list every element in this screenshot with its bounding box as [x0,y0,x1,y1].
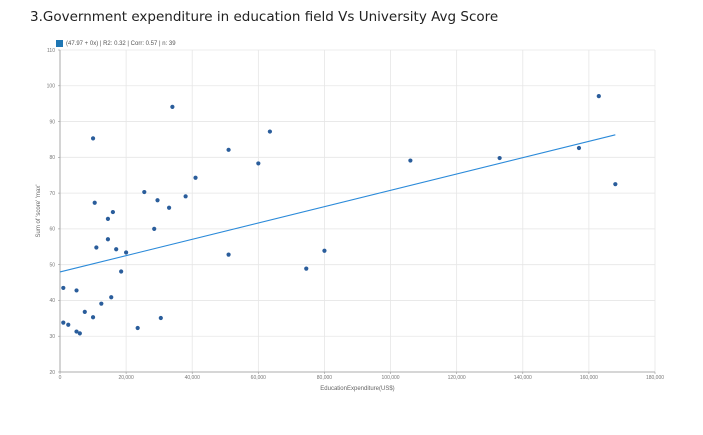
data-point[interactable] [61,285,66,291]
chart-title: 3.Government expenditure in education fi… [30,9,499,25]
data-point[interactable] [66,322,71,327]
y-tick-label: 110 [47,48,55,54]
data-point[interactable] [576,145,582,151]
data-point[interactable] [256,161,261,166]
data-point[interactable] [193,175,198,180]
data-point[interactable] [77,331,82,336]
data-point[interactable] [92,200,97,205]
data-point[interactable] [74,329,79,334]
x-tick-label: 180,000 [646,375,664,381]
x-tick-label: 140,000 [514,375,532,381]
y-axis-label: Sum of 'score' 'max' [36,185,42,238]
x-tick-label: 0 [59,375,62,381]
data-point[interactable] [170,104,175,109]
data-point[interactable] [114,247,119,252]
data-point[interactable] [142,189,147,195]
data-point[interactable] [61,320,66,325]
x-tick-label: 100,000 [382,375,400,381]
y-tick-label: 20 [49,370,55,376]
trend-line-group [59,134,616,273]
data-point[interactable] [166,205,172,210]
data-point[interactable] [613,182,618,187]
y-tick-label: 40 [49,298,55,304]
data-point[interactable] [135,325,140,331]
data-point[interactable] [90,136,96,141]
data-point[interactable] [322,248,327,253]
data-point[interactable] [105,216,111,221]
x-tick-labels: 0 20,000 40,000 60,000 80,000 100,000 120,000 1… [59,375,665,381]
data-point[interactable] [119,269,124,274]
x-tick-label: 60,000 [251,375,267,381]
data-point[interactable] [497,155,502,161]
data-point[interactable] [226,147,231,152]
x-tick-label: 160,000 [580,375,598,381]
trend-line [59,134,616,273]
data-point[interactable] [155,198,160,203]
data-point[interactable] [109,295,114,300]
y-tick-label: 60 [49,227,55,233]
data-point[interactable] [94,245,99,250]
data-points [61,94,618,336]
data-point[interactable] [82,309,87,314]
x-tick-label: 80,000 [317,375,333,381]
y-tick-label: 100 [47,84,56,90]
y-tick-labels: 20 30 40 50 60 70 80 90 100 110 [47,48,56,376]
data-point[interactable] [110,209,115,215]
data-point[interactable] [408,158,413,163]
y-tick-label: 90 [49,119,55,125]
data-point[interactable] [90,315,96,320]
data-point[interactable] [158,315,163,321]
gridlines [59,49,656,373]
legend-label: (47.97 + 0x) | R2: 0.32 | Corr: 0.57 | n… [66,40,176,47]
x-tick-label: 40,000 [185,375,201,381]
data-point[interactable] [99,301,104,306]
data-point[interactable] [596,94,601,99]
x-axis-label: EducationExpenditure(US$) [320,386,394,392]
y-tick-label: 70 [49,191,55,197]
y-tick-label: 50 [49,262,55,268]
data-point[interactable] [124,250,129,255]
chart-legend[interactable]: (47.97 + 0x) | R2: 0.32 | Corr: 0.57 | n… [56,40,176,47]
legend-swatch [56,40,63,47]
data-point[interactable] [105,237,111,242]
data-point[interactable] [74,288,79,293]
data-point[interactable] [152,226,157,231]
axes [58,49,656,374]
x-tick-label: 120,000 [448,375,466,381]
data-point[interactable] [304,266,309,271]
data-point[interactable] [226,252,231,257]
data-point[interactable] [183,194,188,199]
y-tick-label: 80 [49,155,55,161]
x-tick-label: 20,000 [118,375,134,381]
data-point[interactable] [267,129,273,134]
y-tick-label: 30 [49,334,55,340]
